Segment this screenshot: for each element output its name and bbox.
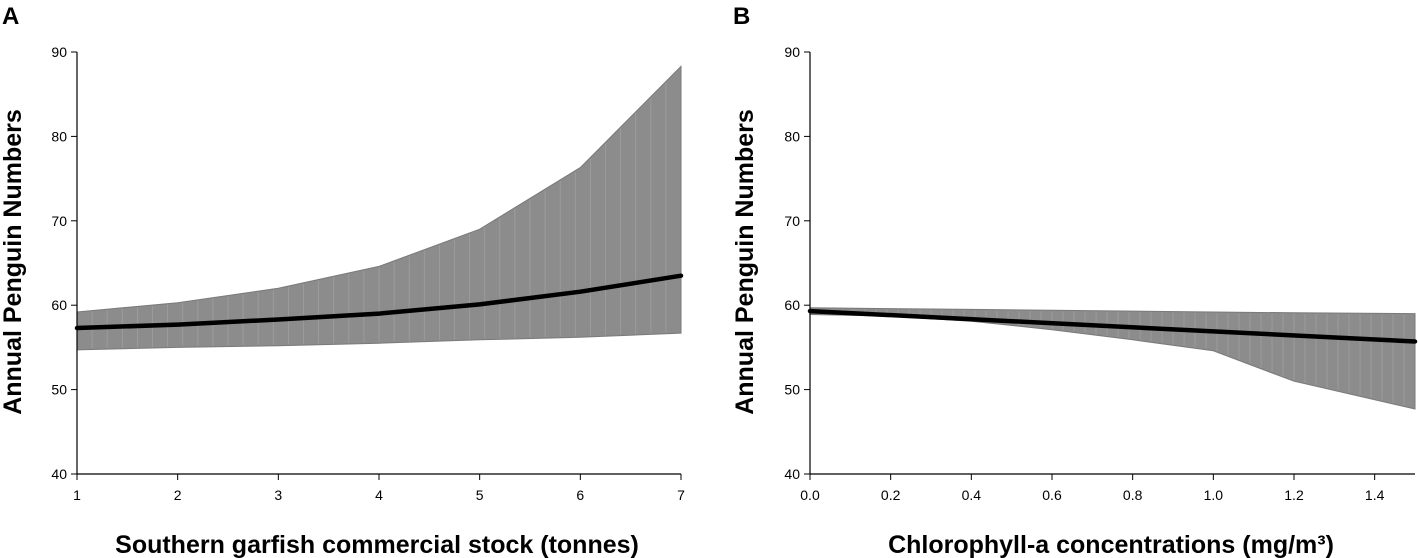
panel-b-y-tick-label: 50 xyxy=(784,382,800,398)
panel-a-fit-line xyxy=(74,273,684,331)
panel-b-y-tick-label: 80 xyxy=(784,128,800,144)
panel-a-ylabel: Annual Penguin Numbers xyxy=(0,109,27,415)
panel-b-ticks: 40 50 60 70 80 90 0.0 0.2 0.4 0.6 0.8 1.0 1.2 1.4 xyxy=(784,44,1384,503)
panel-a-y-tick-label: 60 xyxy=(51,297,67,313)
panel-a-x-tick-label: 7 xyxy=(677,487,685,503)
panel-b-xlabel: Chlorophyll-a concentrations (mg/m³) xyxy=(888,531,1334,558)
panel-b-x-tick-label: 0.2 xyxy=(881,487,901,503)
panel-b-axes xyxy=(809,52,1415,475)
panel-a-y-tick-label: 80 xyxy=(51,128,67,144)
panel-b-x-tick-label: 1.0 xyxy=(1204,487,1224,503)
panel-a-y-tick-label: 50 xyxy=(51,382,67,398)
panel-a-x-tick-label: 1 xyxy=(73,487,81,503)
panel-a-xlabel: Southern garfish commercial stock (tonne… xyxy=(115,531,639,558)
panel-b-y-tick-label: 60 xyxy=(784,297,800,313)
panel-b-x-tick-label: 1.4 xyxy=(1365,487,1385,503)
panel-a-y-tick-label: 40 xyxy=(51,466,67,482)
panel-a-x-tick-label: 4 xyxy=(375,487,383,503)
panel-a-letter: A xyxy=(2,3,19,30)
panel-a-ticks: 40 50 60 70 80 90 1 2 3 4 5 6 7 xyxy=(51,44,685,503)
panel-a-x-tick-label: 2 xyxy=(174,487,182,503)
panel-b-ylabel: Annual Penguin Numbers xyxy=(731,109,759,415)
panel-b-confidence-band xyxy=(809,307,1416,410)
panel-b-x-tick-label: 0.6 xyxy=(1042,487,1062,503)
panel-b-y-tick-label: 40 xyxy=(784,466,800,482)
panel-b-x-tick-label: 0.0 xyxy=(800,487,820,503)
panel-a: A 40 50 60 70 80 90 1 2 3 4 5 6 7 Southern garfish c… xyxy=(0,3,685,558)
panel-b-fit-line-group xyxy=(807,308,1418,344)
panel-a-confidence-band xyxy=(76,65,682,351)
panel-b: B 40 50 60 70 80 90 0.0 0.2 0.4 0.6 0.8 1.0 1.2 1.4 C… xyxy=(731,3,1418,558)
panel-a-x-tick-label: 5 xyxy=(476,487,484,503)
panel-b-fit-line xyxy=(807,308,1418,344)
panel-b-x-tick-label: 1.2 xyxy=(1284,487,1304,503)
panel-b-y-tick-label: 90 xyxy=(784,44,800,60)
panel-b-letter: B xyxy=(733,3,750,30)
panel-a-fit-line-group xyxy=(74,273,684,331)
panel-b-y-tick-label: 70 xyxy=(784,213,800,229)
panel-b-x-tick-label: 0.8 xyxy=(1123,487,1143,503)
panel-a-x-tick-label: 3 xyxy=(274,487,282,503)
panel-a-y-tick-label: 70 xyxy=(51,213,67,229)
panel-b-band-area xyxy=(809,307,1416,410)
panel-a-y-tick-label: 90 xyxy=(51,44,67,60)
panel-a-x-tick-label: 6 xyxy=(576,487,584,503)
panel-b-x-tick-label: 0.4 xyxy=(962,487,982,503)
